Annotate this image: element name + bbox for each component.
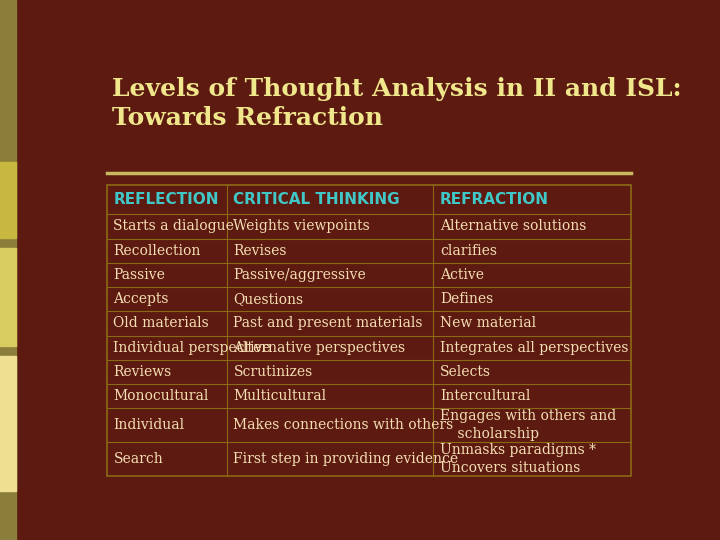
Text: First step in providing evidence: First step in providing evidence [233, 452, 459, 466]
Text: Past and present materials: Past and present materials [233, 316, 423, 330]
Text: Active: Active [440, 268, 484, 282]
Text: Individual perspective: Individual perspective [114, 341, 271, 355]
Text: Defines: Defines [440, 292, 493, 306]
Text: Makes connections with others: Makes connections with others [233, 418, 454, 432]
Text: Engages with others and
    scholarship: Engages with others and scholarship [440, 409, 616, 441]
Text: Integrates all perspectives: Integrates all perspectives [440, 341, 629, 355]
Text: Unmasks paradigms *
Uncovers situations: Unmasks paradigms * Uncovers situations [440, 443, 596, 475]
Text: Multicultural: Multicultural [233, 389, 327, 403]
Text: Old materials: Old materials [114, 316, 210, 330]
Text: Levels of Thought Analysis in II and ISL:
Towards Refraction: Levels of Thought Analysis in II and ISL… [112, 77, 682, 130]
Text: clarifies: clarifies [440, 244, 497, 258]
Text: Alternative solutions: Alternative solutions [440, 219, 586, 233]
Text: Scrutinizes: Scrutinizes [233, 365, 312, 379]
Text: Individual: Individual [114, 418, 184, 432]
Text: New material: New material [440, 316, 536, 330]
Text: REFLECTION: REFLECTION [114, 192, 219, 207]
Text: Weights viewpoints: Weights viewpoints [233, 219, 370, 233]
Text: Questions: Questions [233, 292, 304, 306]
Text: Passive/aggressive: Passive/aggressive [233, 268, 366, 282]
Text: Reviews: Reviews [114, 365, 171, 379]
Text: Recollection: Recollection [114, 244, 201, 258]
Text: Revises: Revises [233, 244, 287, 258]
Text: REFRACTION: REFRACTION [440, 192, 549, 207]
Text: Passive: Passive [114, 268, 166, 282]
Text: Monocultural: Monocultural [114, 389, 209, 403]
Text: Selects: Selects [440, 365, 491, 379]
Text: Alternative perspectives: Alternative perspectives [233, 341, 405, 355]
Text: CRITICAL THINKING: CRITICAL THINKING [233, 192, 400, 207]
Text: Intercultural: Intercultural [440, 389, 530, 403]
Text: Accepts: Accepts [114, 292, 169, 306]
Bar [107, 185, 631, 476]
Text: Starts a dialogue: Starts a dialogue [114, 219, 234, 233]
Text: Search: Search [114, 452, 163, 466]
